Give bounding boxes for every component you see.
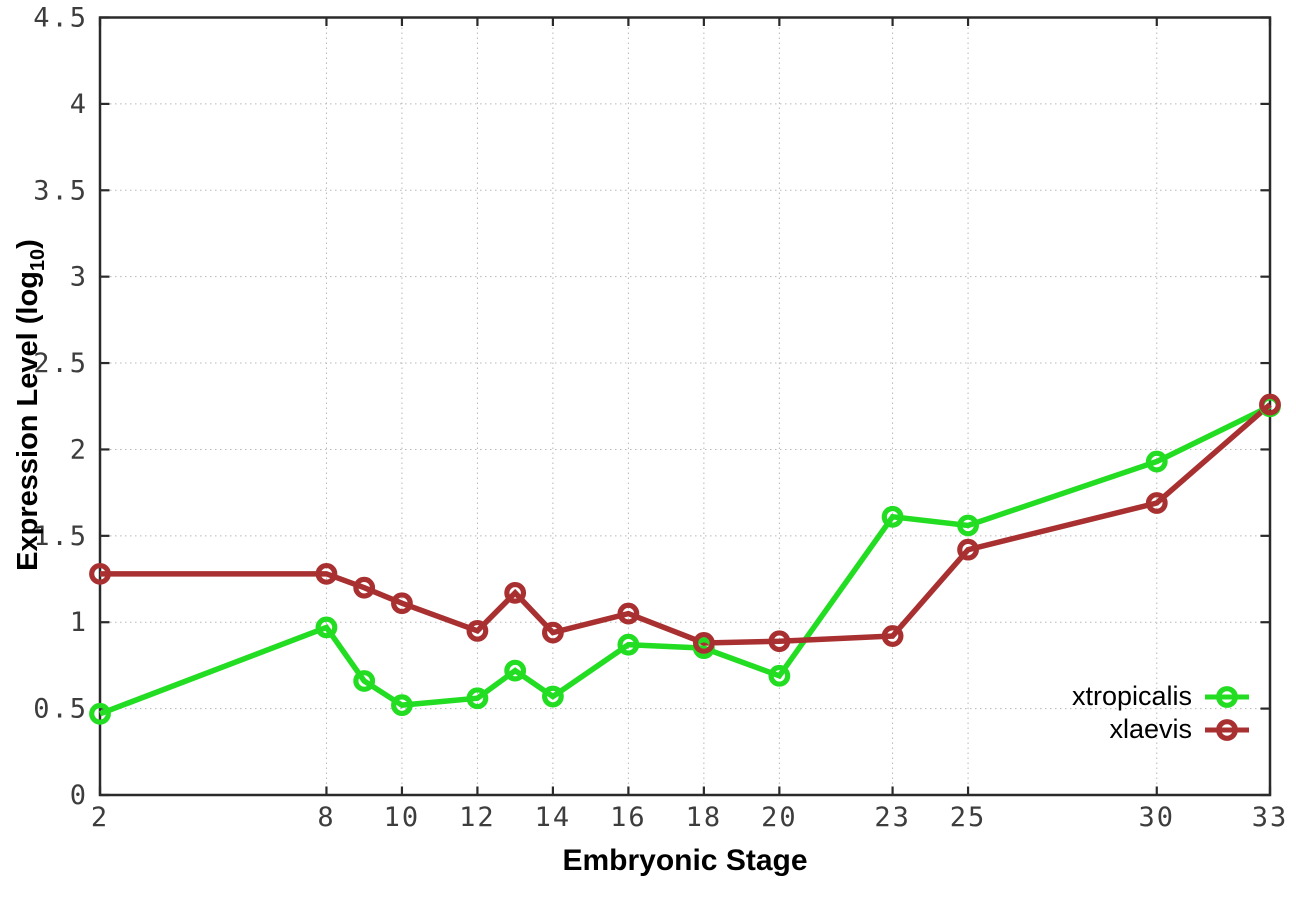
x-tick-label: 10 (384, 802, 421, 833)
x-axis-title: Embryonic Stage (562, 844, 808, 877)
data-point-xtropicalis (542, 685, 564, 708)
data-point-xtropicalis (957, 514, 979, 537)
x-tick-label: 20 (761, 802, 798, 833)
x-tick-label: 33 (1252, 802, 1289, 833)
x-tick-label: 23 (874, 802, 911, 833)
data-point-xlaevis (881, 625, 904, 647)
legend-marker-circle-icon (1205, 718, 1249, 741)
y-tick-label: 1.5 (33, 521, 88, 552)
data-point-xlaevis (353, 576, 376, 599)
x-tick-label: 8 (317, 802, 335, 833)
data-point-xlaevis (504, 581, 527, 604)
series-line-xlaevis (100, 402, 1272, 646)
x-tick-label: 14 (535, 802, 572, 833)
plot-border (98, 16, 1272, 797)
data-point-xtropicalis (768, 664, 791, 687)
data-point-xtropicalis (89, 702, 111, 725)
x-tick-label: 2 (91, 802, 109, 833)
y-tick-label: 2.5 (33, 348, 88, 379)
data-point-xtropicalis (1145, 450, 1168, 473)
legend-label-xtropicalis: xtropicalis (1071, 681, 1192, 711)
y-tick-label: 3.5 (33, 175, 88, 206)
x-tick-label: 16 (610, 802, 647, 833)
legend-item-xlaevis: xlaevis (1109, 713, 1250, 746)
data-point-xlaevis (391, 592, 413, 615)
data-point-xlaevis (1259, 393, 1281, 416)
x-tick-label: 12 (459, 802, 496, 833)
y-tick-label: 0 (70, 780, 88, 811)
y-tick-label: 4 (70, 89, 88, 120)
y-tick-label: 4.5 (33, 3, 88, 34)
legend: xtropicalis xlaevis (1072, 680, 1250, 746)
data-point-xtropicalis (617, 633, 640, 656)
y-tick-label: 0.5 (33, 694, 88, 725)
data-point-xlaevis (315, 562, 338, 585)
series-line-xtropicalis (99, 403, 1272, 717)
legend-item-xtropicalis: xtropicalis (1072, 680, 1250, 713)
data-point-xtropicalis (391, 694, 413, 717)
x-tick-label: 30 (1139, 802, 1176, 833)
data-point-xtropicalis (466, 687, 489, 710)
data-point-xtropicalis (353, 670, 376, 692)
data-point-xlaevis (1145, 492, 1168, 514)
data-point-xlaevis (957, 538, 979, 561)
y-axis-title-text: Expression Level (log10) (12, 239, 49, 571)
legend-sample-circle (1216, 718, 1238, 741)
legend-sample-circle (1216, 685, 1238, 708)
legend-label-xlaevis: xlaevis (1109, 714, 1192, 744)
data-point-xlaevis (768, 630, 791, 653)
y-tick-label: 3 (70, 262, 88, 293)
y-tick-label: 2 (70, 434, 88, 465)
data-point-xlaevis (466, 619, 489, 642)
data-point-xlaevis (542, 621, 564, 644)
x-tick-label: 18 (686, 802, 723, 833)
x-tick-label: 25 (950, 802, 987, 833)
y-tick-label: 1 (70, 607, 88, 638)
legend-marker-circle-icon (1205, 685, 1249, 708)
data-point-xlaevis (617, 602, 640, 625)
data-point-xlaevis (89, 562, 111, 585)
data-point-xtropicalis (504, 659, 527, 682)
data-point-xlaevis (692, 632, 715, 654)
data-point-xtropicalis (315, 616, 338, 639)
data-point-xtropicalis (881, 505, 904, 528)
